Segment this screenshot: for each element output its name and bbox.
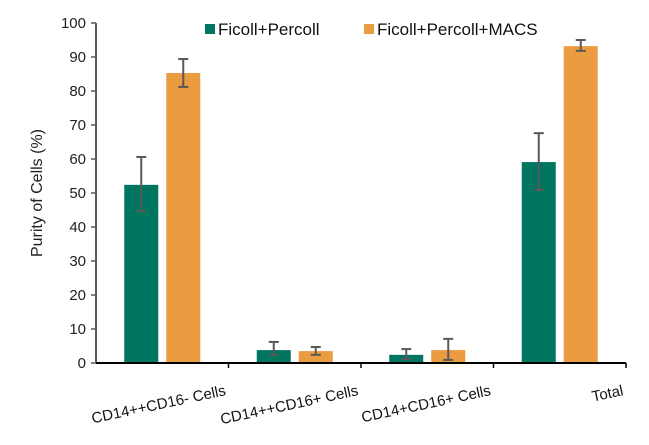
bars bbox=[124, 46, 598, 364]
y-axis-ticks: 0 10 20 30 40 50 60 70 80 90 100 bbox=[61, 15, 96, 372]
y-tick-label: 90 bbox=[69, 49, 86, 66]
bar bbox=[256, 350, 291, 363]
y-tick-label: 70 bbox=[69, 117, 86, 134]
y-tick-label: 80 bbox=[69, 83, 86, 100]
y-tick-label: 100 bbox=[61, 15, 86, 32]
bar bbox=[563, 46, 598, 364]
legend-swatch-ficoll-percoll bbox=[205, 24, 215, 34]
x-axis-ticks bbox=[227, 363, 627, 368]
legend: Ficoll+Percoll Ficoll+Percoll+MACS bbox=[205, 20, 538, 39]
y-tick-label: 10 bbox=[69, 321, 86, 338]
y-tick-label: 60 bbox=[69, 151, 86, 168]
bar bbox=[521, 162, 556, 363]
bar bbox=[298, 351, 333, 363]
bar bbox=[166, 72, 201, 363]
x-category-label: CD14++CD16+ Cells bbox=[219, 382, 360, 428]
legend-label-ficoll-percoll-macs: Ficoll+Percoll+MACS bbox=[377, 20, 538, 39]
y-tick-label: 30 bbox=[69, 253, 86, 270]
y-tick-label: 50 bbox=[69, 185, 86, 202]
bar bbox=[124, 184, 159, 363]
y-tick-label: 0 bbox=[78, 355, 86, 372]
x-category-label: CD14++CD16- Cells bbox=[90, 382, 227, 427]
error-bars bbox=[136, 39, 586, 361]
x-category-label: Total bbox=[590, 382, 625, 405]
x-category-label: CD14+CD16+ Cells bbox=[360, 382, 492, 426]
y-axis-title: Purity of Cells (%) bbox=[29, 129, 46, 257]
y-tick-label: 40 bbox=[69, 219, 86, 236]
legend-label-ficoll-percoll: Ficoll+Percoll bbox=[218, 20, 320, 39]
y-tick-label: 20 bbox=[69, 287, 86, 304]
legend-swatch-ficoll-percoll-macs bbox=[364, 24, 374, 34]
